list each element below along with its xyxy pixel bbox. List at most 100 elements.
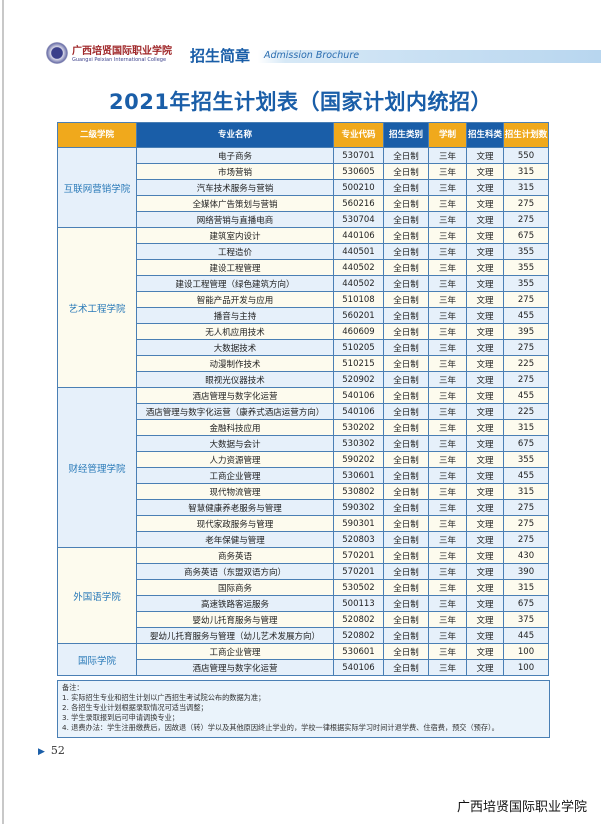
cell-major-name: 老年保健与管理 (136, 531, 334, 548)
cell-plan-count: 275 (503, 211, 549, 228)
cell-enroll-type: 全日制 (383, 243, 429, 260)
cell-plan-count: 675 (503, 435, 549, 452)
cell-duration: 三年 (428, 387, 467, 404)
cell-subject-category: 文理 (466, 339, 504, 356)
cell-subject-category: 文理 (466, 659, 504, 676)
cell-major-code: 500210 (333, 179, 384, 196)
cell-enroll-type: 全日制 (383, 323, 429, 340)
cell-plan-count: 675 (503, 227, 549, 244)
cell-major-name: 酒店管理与数字化运营 (136, 387, 334, 404)
cell-duration: 三年 (428, 467, 467, 484)
cell-major-name: 建设工程管理（绿色建筑方向） (136, 275, 334, 292)
table-row: 汽车技术服务与营销 500210 全日制 三年 文理 315 (58, 179, 549, 196)
table-row: 眼视光仪器技术 520902 全日制 三年 文理 275 (58, 371, 549, 388)
cell-subject-category: 文理 (466, 403, 504, 420)
cell-major-name: 工商企业管理 (136, 467, 334, 484)
cell-plan-count: 275 (503, 515, 549, 532)
cell-subject-category: 文理 (466, 419, 504, 436)
cell-major-code: 590301 (333, 515, 384, 532)
cell-major-name: 眼视光仪器技术 (136, 371, 334, 388)
college-cell: 财经管理学院 (57, 387, 137, 548)
cell-major-code: 520802 (333, 627, 384, 644)
cell-subject-category: 文理 (466, 291, 504, 308)
school-logo-text: 广西培贤国际职业学院 (72, 46, 172, 57)
table-row: 国际商务 530502 全日制 三年 文理 315 (58, 579, 549, 596)
cell-subject-category: 文理 (466, 323, 504, 340)
cell-major-code: 540106 (333, 659, 384, 676)
table-row: 艺术工程学院 建筑室内设计 440106 全日制 三年 文理 675 (57, 227, 549, 388)
cell-major-name: 大数据技术 (136, 339, 334, 356)
cell-plan-count: 275 (503, 291, 549, 308)
brochure-title-en: Admission Brochure (264, 50, 360, 61)
note-item: 2. 各招生专业计划根据录取情况可适当调整； (62, 703, 208, 712)
cell-duration: 三年 (428, 339, 467, 356)
table-row: 大数据技术 510205 全日制 三年 文理 275 (58, 339, 549, 356)
cell-subject-category: 文理 (466, 595, 504, 612)
cell-enroll-type: 全日制 (383, 147, 429, 164)
table-row: 外国语学院 商务英语 570201 全日制 三年 文理 430 (57, 547, 549, 644)
triangle-icon: ▶ (38, 747, 45, 757)
cell-duration: 三年 (428, 163, 467, 180)
cell-duration: 三年 (428, 563, 467, 580)
cell-enroll-type: 全日制 (383, 579, 429, 596)
cell-duration: 三年 (428, 499, 467, 516)
cell-major-code: 460609 (333, 323, 384, 340)
cell-subject-category: 文理 (466, 211, 504, 228)
cell-enroll-type: 全日制 (383, 435, 429, 452)
cell-major-code: 500113 (333, 595, 384, 612)
cell-major-name: 酒店管理与数字化运营（康养式酒店运营方向） (136, 403, 334, 420)
cell-major-code: 530802 (333, 483, 384, 500)
cell-major-code: 530601 (333, 467, 384, 484)
table-row: 建设工程管理 440502 全日制 三年 文理 355 (58, 259, 549, 276)
table-row: 商务英语（东盟双语方向） 570201 全日制 三年 文理 390 (58, 563, 549, 580)
header-bar (258, 50, 601, 63)
table-row: 国际学院 工商企业管理 530601 全日制 三年 文理 100 (57, 643, 549, 676)
cell-major-code: 440502 (333, 259, 384, 276)
cell-plan-count: 275 (503, 195, 549, 212)
cell-enroll-type: 全日制 (383, 547, 429, 564)
cell-major-code: 590302 (333, 499, 384, 516)
cell-major-code: 530704 (333, 211, 384, 228)
cell-major-code: 590202 (333, 451, 384, 468)
cell-plan-count: 315 (503, 179, 549, 196)
cell-major-code: 540106 (333, 403, 384, 420)
school-logo-en: Guangxi Peixian International College (72, 57, 167, 63)
cell-major-code: 530601 (333, 643, 384, 660)
cell-enroll-type: 全日制 (383, 275, 429, 292)
table-row: 工程造价 440501 全日制 三年 文理 355 (58, 243, 549, 260)
cell-major-name: 国际商务 (136, 579, 334, 596)
cell-subject-category: 文理 (466, 163, 504, 180)
table-row: 无人机应用技术 460609 全日制 三年 文理 395 (58, 323, 549, 340)
cell-major-name: 无人机应用技术 (136, 323, 334, 340)
table-row: 现代家政服务与管理 590301 全日制 三年 文理 275 (58, 515, 549, 532)
page-number: ▶ 52 (38, 744, 65, 757)
cell-duration: 三年 (428, 323, 467, 340)
cell-duration: 三年 (428, 355, 467, 372)
cell-enroll-type: 全日制 (383, 531, 429, 548)
cell-duration: 三年 (428, 531, 467, 548)
notes-heading: 备注： (62, 683, 84, 692)
table-row: 财经管理学院 酒店管理与数字化运营 540106 全日制 三年 文理 455 (57, 387, 549, 548)
table-row: 市场营销 530605 全日制 三年 文理 315 (58, 163, 549, 180)
cell-subject-category: 文理 (466, 563, 504, 580)
cell-subject-category: 文理 (466, 531, 504, 548)
cell-major-code: 530302 (333, 435, 384, 452)
college-cell: 国际学院 (57, 643, 137, 676)
cell-enroll-type: 全日制 (383, 499, 429, 516)
cell-subject-category: 文理 (466, 227, 504, 244)
page-number-text: 52 (50, 744, 65, 757)
cell-enroll-type: 全日制 (383, 643, 429, 660)
cell-major-name: 婴幼儿托育服务与管理（幼儿艺术发展方向） (136, 627, 334, 644)
cell-major-code: 520902 (333, 371, 384, 388)
cell-duration: 三年 (428, 435, 467, 452)
column-header-subject-category: 招生科类 (466, 122, 504, 148)
cell-major-name: 婴幼儿托育服务与管理 (136, 611, 334, 628)
cell-plan-count: 275 (503, 499, 549, 516)
cell-duration: 三年 (428, 547, 467, 564)
cell-major-code: 440501 (333, 243, 384, 260)
cell-enroll-type: 全日制 (383, 163, 429, 180)
cell-duration: 三年 (428, 291, 467, 308)
column-header-college: 二级学院 (57, 122, 137, 148)
cell-enroll-type: 全日制 (383, 371, 429, 388)
